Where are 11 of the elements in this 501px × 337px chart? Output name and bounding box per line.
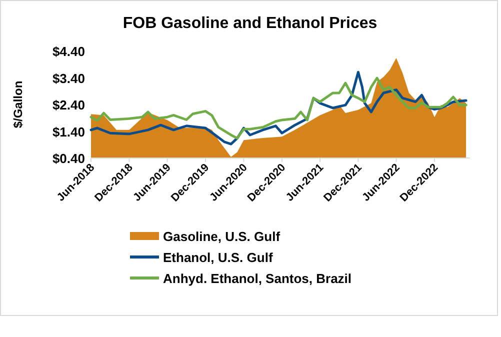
legend-label: Anhyd. Ethanol, Santos, Brazil: [163, 271, 352, 286]
legend-label: Gasoline, U.S. Gulf: [163, 229, 281, 244]
y-tick-label: $1.40: [52, 124, 85, 140]
y-tick-label: $4.40: [52, 44, 85, 59]
legend-label: Ethanol, U.S. Gulf: [163, 250, 274, 265]
y-tick-label: $0.40: [52, 151, 85, 166]
y-axis-title: $/Gallon: [11, 80, 25, 128]
line-series: [90, 76, 468, 140]
y-tick-label: $2.40: [52, 98, 85, 112]
y-tick-label: $3.40: [52, 70, 85, 86]
chart-title: FOB Gasoline and Ethanol Prices: [122, 15, 378, 32]
